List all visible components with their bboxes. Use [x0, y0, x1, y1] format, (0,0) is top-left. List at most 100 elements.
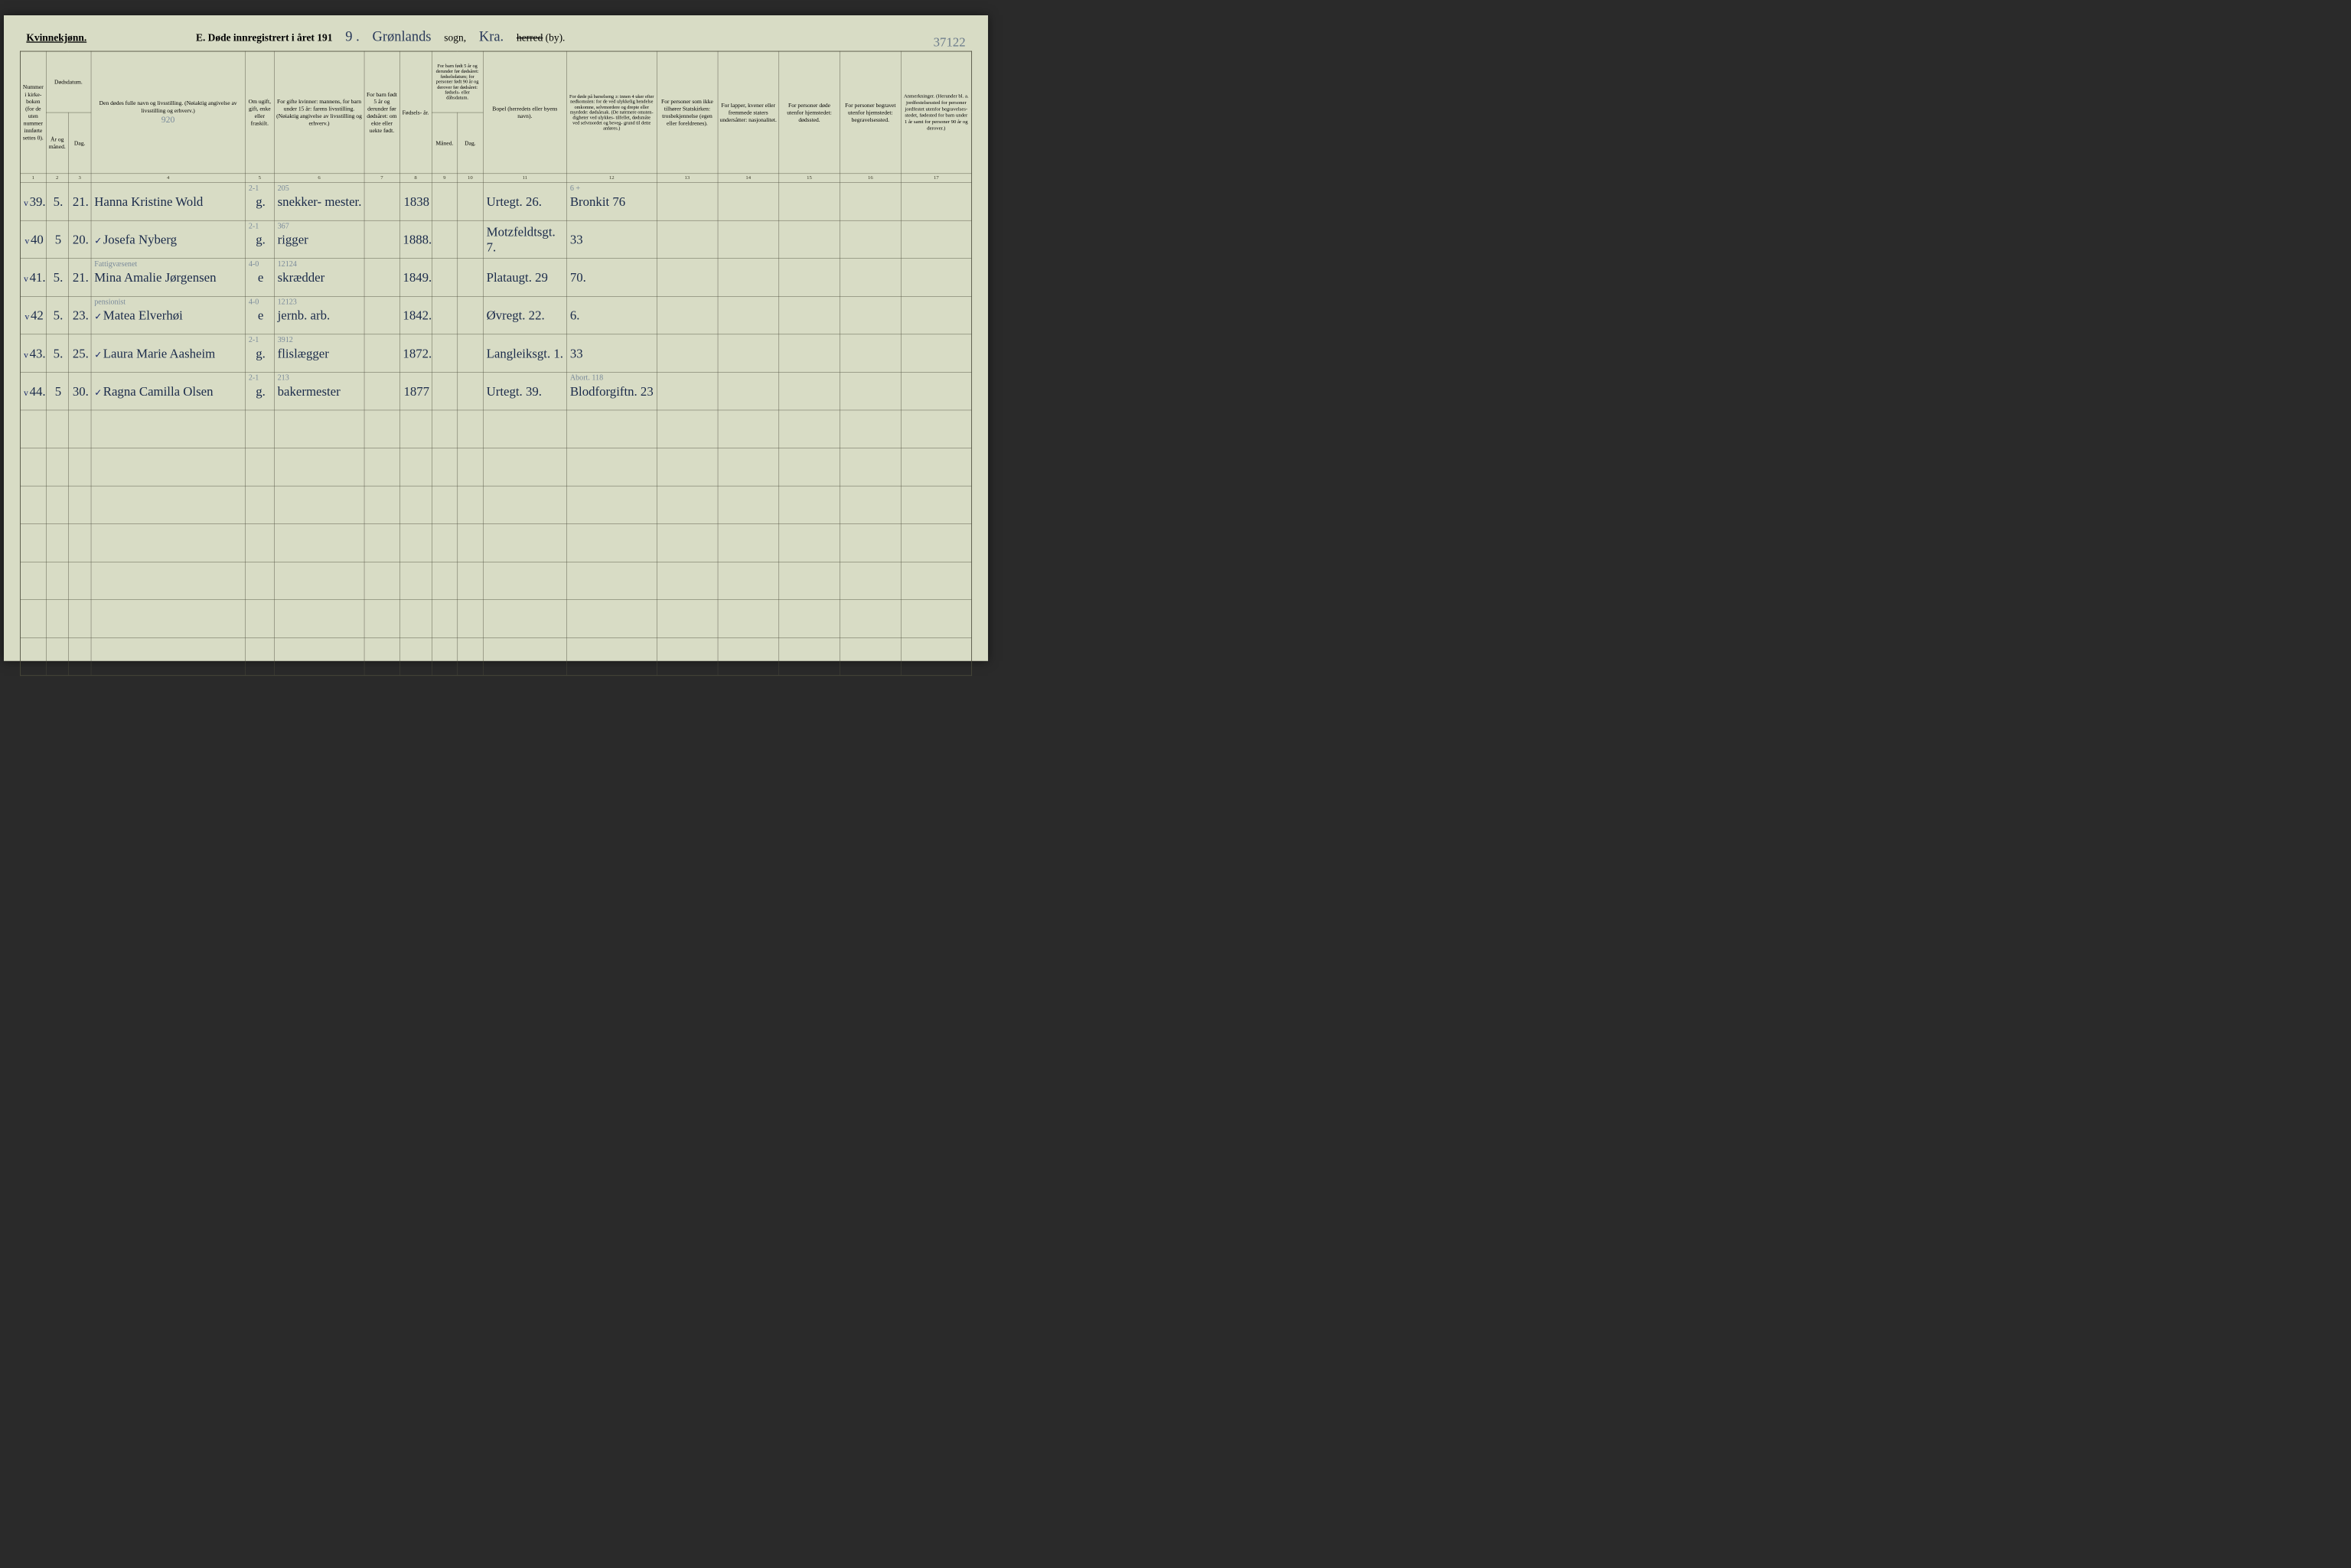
- cell: [779, 182, 840, 220]
- col-header-6: For gifte kvinner: mannens, for barn und…: [274, 51, 364, 174]
- cell: [840, 334, 901, 373]
- table-body: v39.5.21.Hanna Kristine Wold2-1g.205snek…: [20, 182, 971, 409]
- cell-empty: [779, 600, 840, 638]
- cell-empty: [901, 448, 971, 486]
- cell: 1849.: [399, 259, 432, 297]
- col-header-4-pencil: 920: [161, 115, 175, 125]
- colnum: 13: [657, 174, 718, 183]
- cell: 5.: [46, 182, 68, 220]
- by-handwritten: Kra.: [479, 28, 504, 44]
- colnum: 9: [432, 174, 458, 183]
- table-row-empty: [20, 523, 971, 562]
- cell: [901, 334, 971, 373]
- cell: Plataugt. 29: [483, 259, 566, 297]
- cell-empty: [901, 523, 971, 562]
- table-row: v39.5.21.Hanna Kristine Wold2-1g.205snek…: [20, 182, 971, 220]
- herred-label: herred (by).: [517, 31, 565, 44]
- cell-empty: [245, 448, 274, 486]
- cell-empty: [566, 600, 657, 638]
- gender-label: Kvinnekjønn.: [26, 31, 86, 44]
- cell-empty: [566, 410, 657, 448]
- cell: 5.: [46, 334, 68, 373]
- cell: 2-1g.: [245, 334, 274, 373]
- cell-empty: [432, 448, 458, 486]
- cell: [779, 296, 840, 334]
- ledger-table: Nummer i kirke- boken (for de uten numme…: [20, 51, 972, 676]
- cell: [840, 182, 901, 220]
- cell: [718, 220, 779, 259]
- cell-empty: [274, 562, 364, 600]
- cell-empty: [432, 410, 458, 448]
- cell: [657, 372, 718, 410]
- cell-empty: [657, 410, 718, 448]
- cell: 1872.: [399, 334, 432, 373]
- col-header-11: Bopel (herredets eller byens navn).: [483, 51, 566, 174]
- cell-empty: [483, 410, 566, 448]
- cell: [718, 296, 779, 334]
- cell-empty: [364, 637, 399, 676]
- cell: Motzfeldtsgt. 7.: [483, 220, 566, 259]
- cell-empty: [657, 448, 718, 486]
- cell: [458, 259, 484, 297]
- cell-empty: [20, 562, 46, 600]
- cell-empty: [840, 448, 901, 486]
- table-row: v425.23.pensionist✓Matea Elverhøi4-0e121…: [20, 296, 971, 334]
- cell: v39.: [20, 182, 46, 220]
- cell-empty: [657, 523, 718, 562]
- cell: v41.: [20, 259, 46, 297]
- cell: [657, 334, 718, 373]
- by-suffix: (by).: [546, 31, 566, 43]
- table-row-empty: [20, 486, 971, 524]
- cell-empty: [46, 486, 68, 524]
- cell-empty: [364, 600, 399, 638]
- cell: [364, 220, 399, 259]
- cell: 25.: [68, 334, 90, 373]
- cell: v40: [20, 220, 46, 259]
- cell: v44.: [20, 372, 46, 410]
- cell: ✓Josefa Nyberg: [91, 220, 246, 259]
- cell-empty: [274, 410, 364, 448]
- cell: v42: [20, 296, 46, 334]
- cell-empty: [779, 562, 840, 600]
- cell-empty: [91, 523, 246, 562]
- cell: pensionist✓Matea Elverhøi: [91, 296, 246, 334]
- cell-empty: [399, 562, 432, 600]
- cell-empty: [657, 486, 718, 524]
- col-header-1: Nummer i kirke- boken (for de uten numme…: [20, 51, 46, 174]
- cell: [718, 259, 779, 297]
- cell: 367rigger: [274, 220, 364, 259]
- cell-empty: [91, 448, 246, 486]
- cell-empty: [46, 448, 68, 486]
- cell-empty: [718, 410, 779, 448]
- cell: [432, 372, 458, 410]
- cell-empty: [20, 410, 46, 448]
- cell-empty: [483, 448, 566, 486]
- cell: [718, 334, 779, 373]
- table-row: v44.530.✓Ragna Camilla Olsen2-1g.213bake…: [20, 372, 971, 410]
- cell: 21.: [68, 259, 90, 297]
- cell: ✓Ragna Camilla Olsen: [91, 372, 246, 410]
- col-header-9a: Måned.: [432, 112, 458, 174]
- sogn-label: sogn,: [444, 31, 466, 44]
- cell: [779, 259, 840, 297]
- cell: 5.: [46, 296, 68, 334]
- cell-empty: [657, 600, 718, 638]
- col-header-12: For døde på barselseng ɔ: innen 4 uker e…: [566, 51, 657, 174]
- cell-empty: [779, 486, 840, 524]
- cell-empty: [68, 410, 90, 448]
- page-number: 37122: [934, 34, 966, 50]
- cell: [718, 372, 779, 410]
- table-row-empty: [20, 600, 971, 638]
- ledger-page: Kvinnekjønn. E. Døde innregistrert i åre…: [4, 15, 988, 661]
- colnum: 7: [364, 174, 399, 183]
- colnum: 4: [91, 174, 246, 183]
- cell-empty: [245, 637, 274, 676]
- herred-struck: herred: [517, 31, 543, 43]
- col-header-8: Fødsels- år.: [399, 51, 432, 174]
- cell: 2-1g.: [245, 220, 274, 259]
- colnum: 15: [779, 174, 840, 183]
- cell: 6.: [566, 296, 657, 334]
- cell: 1888.: [399, 220, 432, 259]
- cell-empty: [245, 410, 274, 448]
- cell-empty: [840, 637, 901, 676]
